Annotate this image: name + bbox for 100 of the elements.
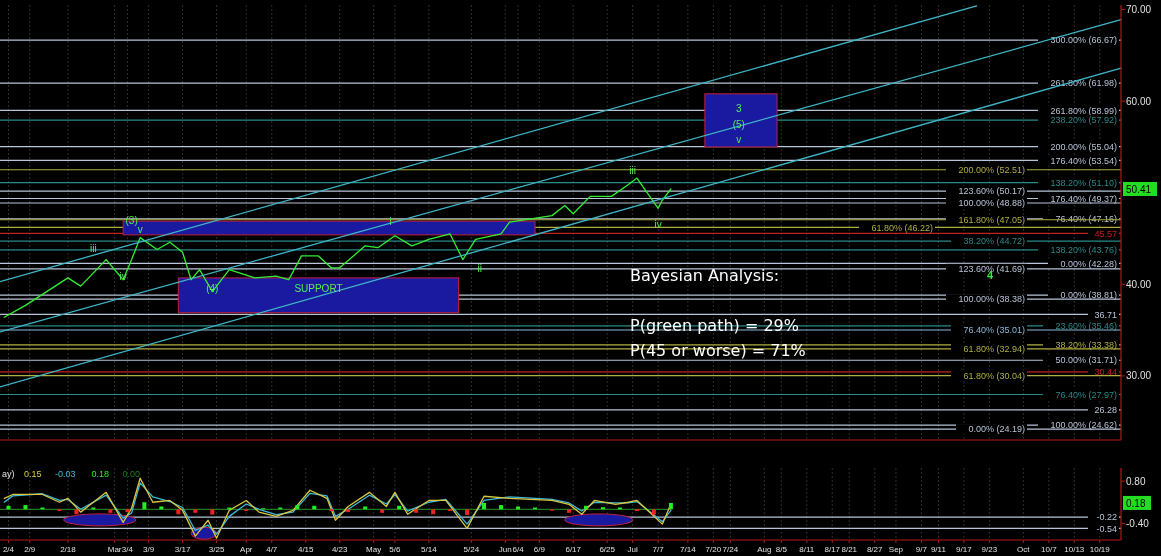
annotation: P(45 or worse) = 71% [630, 341, 806, 360]
x-tick-label: 6/17 [565, 545, 582, 554]
annotation: iv [654, 218, 662, 230]
ref-line-label: 238.20% (57.92) [1050, 115, 1117, 126]
ref-line-label: 161.80% (47.05) [958, 214, 1025, 225]
bar [142, 502, 147, 510]
ref-line-label: 36.71 [1094, 309, 1117, 320]
ref-line-label: 38.20% (33.38) [1055, 340, 1117, 351]
series-label: 0.15 [24, 469, 42, 479]
ref-line-label: 26.28 [1094, 405, 1117, 416]
x-tick-label: 4/23 [331, 545, 349, 554]
x-tick-label: Aug [757, 545, 772, 554]
x-tick-label: 5/6 [389, 545, 402, 554]
annotation: iii [629, 165, 637, 177]
ref-line-label: 76.40% (27.97) [1055, 389, 1117, 400]
x-tick-label: 3/17 [174, 545, 191, 554]
x-tick-label: 2/18 [60, 545, 77, 554]
ref-line-label: 38.20% (44.72) [963, 236, 1025, 247]
x-tick-label: 9/23 [981, 545, 998, 554]
x-tick-label: 8/17 [824, 545, 841, 554]
annotation: v [137, 224, 143, 236]
bar [363, 506, 368, 510]
x-tick-label: 3/25 [208, 545, 225, 554]
x-tick-label: Apr [240, 545, 253, 554]
bar [380, 509, 385, 513]
bar [499, 505, 504, 510]
ref-line-label: 100.00% (48.88) [958, 198, 1025, 209]
x-tick-label: May [366, 545, 382, 554]
x-tick-label: 9/7 [915, 545, 928, 554]
bar [108, 509, 113, 513]
y-tick-label: 30.00 [1126, 370, 1152, 382]
bar [600, 507, 605, 510]
annotation: P(green path) = 29% [630, 316, 799, 335]
annotation: (3) [125, 214, 138, 226]
annotation: 3 [736, 103, 743, 115]
annotation: iii [90, 243, 97, 255]
y-tick-label: 60.00 [1126, 95, 1152, 107]
ref-line-label: 23.60% (35.46) [1055, 321, 1117, 332]
x-tick-label: 8/5 [775, 545, 788, 554]
annotation: SUPPORT [294, 282, 343, 294]
annotation: i [389, 215, 392, 227]
text: 0.00 [122, 469, 141, 479]
x-tick-label: 10/7 [1041, 545, 1058, 554]
x-tick-label: 5/24 [463, 545, 480, 554]
bar [465, 509, 470, 515]
annotation: ii [477, 263, 483, 275]
ref-line-label: 300.00% (66.67) [1050, 35, 1117, 46]
bar [74, 509, 79, 515]
x-tick-label: 7/24 [722, 545, 739, 554]
ref-line-label: 30.44 [1094, 367, 1117, 378]
bar [346, 509, 351, 513]
x-tick-label: 7/20 [705, 545, 722, 554]
ref-line-label: -0.54 [1096, 523, 1117, 534]
ref-line-label: 0.00% (38.81) [1060, 290, 1117, 301]
x-tick-label: 10/13 [1064, 545, 1085, 554]
x-tick-label: 6/9 [533, 545, 546, 554]
x-tick-label: Sep [888, 545, 904, 554]
ref-line-label: 76.40% (35.01) [963, 325, 1025, 336]
text: -0.03 [55, 469, 76, 479]
x-tick-label: 10/19 [1089, 545, 1111, 554]
bar [414, 509, 419, 513]
x-tick-label: 2/9 [24, 545, 36, 554]
ref-line-label: 138.20% (51.10) [1050, 177, 1117, 188]
annotation: 0.18 [1126, 497, 1146, 509]
ref-line-label: 100.00% (24.62) [1050, 420, 1117, 431]
text: 0.18 [91, 469, 110, 479]
annotation: Bayesian Analysis: [630, 266, 780, 285]
bar [566, 509, 571, 513]
ref-line-label: 100.00% (38.38) [958, 294, 1025, 305]
ref-line-label: 176.40% (49.37) [1050, 193, 1117, 204]
ref-line-label: -0.22 [1096, 512, 1117, 523]
x-tick-label: 4/15 [297, 545, 315, 554]
x-tick-label: 6/4 [512, 545, 525, 554]
ref-line-label: 50.00% (31.71) [1055, 355, 1117, 366]
x-tick-label: 7/14 [680, 545, 697, 554]
x-tick-label: 6/25 [599, 545, 616, 554]
bar [482, 502, 487, 510]
x-tick-label: 8/11 [799, 545, 815, 554]
bar [125, 509, 130, 513]
y-tick-label: -0.40 [1126, 517, 1150, 529]
x-tick-label: Oct [1017, 545, 1031, 554]
x-tick-label: 9/17 [956, 545, 973, 554]
x-tick-label: 2/4 [2, 545, 15, 554]
ref-line-label: 176.40% (53.54) [1050, 155, 1117, 166]
ref-line-label: 45.57 [1094, 228, 1117, 239]
bar [668, 502, 673, 510]
bar [651, 509, 656, 515]
ref-line-label: 61.80% (30.04) [963, 370, 1025, 381]
ref-line-label: 200.00% (55.04) [1050, 141, 1117, 152]
x-tick-label: 3/9 [143, 545, 155, 554]
bar [176, 509, 181, 515]
ref-line-label: 261.80% (58.99) [1050, 105, 1117, 116]
x-tick-label: 4/7 [266, 545, 278, 554]
annotation: v [736, 134, 742, 146]
bar [23, 505, 28, 510]
ref-line-label: 61.80% (32.94) [963, 344, 1025, 355]
ref-line-label: 138.20% (43.76) [1050, 245, 1117, 256]
bar [431, 509, 436, 515]
bar [159, 506, 164, 510]
x-tick-label: Jul [627, 545, 639, 554]
